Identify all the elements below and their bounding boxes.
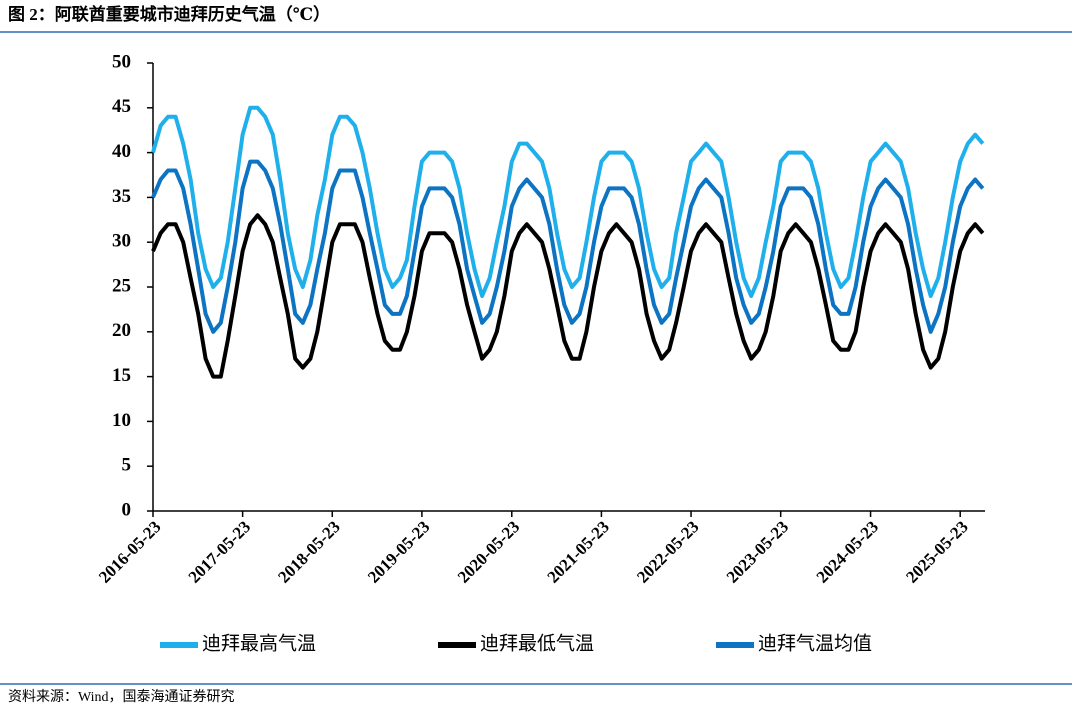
series-line: [151, 213, 985, 379]
x-tick-label: 2023-05-23: [723, 517, 793, 587]
x-tick-label: 2024-05-23: [813, 517, 883, 587]
x-tick-label: 2020-05-23: [454, 517, 524, 587]
x-tick-label: 2021-05-23: [543, 517, 613, 587]
y-tick-label: 25: [112, 275, 131, 296]
legend-label: 迪拜气温均值: [758, 632, 872, 654]
y-tick-label: 40: [112, 141, 131, 162]
y-tick-label: 50: [112, 51, 131, 72]
source-note: 资料来源：Wind，国泰海通证券研究: [8, 689, 235, 705]
y-tick-label: 35: [112, 186, 131, 207]
x-tick-label: 2016-05-23: [95, 517, 165, 587]
x-tick-label: 2019-05-23: [364, 517, 434, 587]
series-line: [151, 105, 985, 298]
y-tick-label: 0: [122, 499, 132, 520]
series-line: [151, 159, 985, 334]
legend-label: 迪拜最低气温: [480, 632, 594, 654]
y-tick-label: 45: [112, 96, 131, 117]
x-tick-label: 2017-05-23: [185, 517, 255, 587]
x-tick-label: 2022-05-23: [633, 517, 703, 587]
chart-title: 图 2：阿联酋重要城市迪拜历史气温（℃）: [8, 4, 330, 24]
y-tick-label: 10: [112, 410, 131, 431]
x-tick-label: 2018-05-23: [274, 517, 344, 587]
legend-label: 迪拜最高气温: [202, 632, 316, 654]
y-tick-label: 15: [112, 365, 131, 386]
y-tick-label: 30: [112, 231, 131, 252]
x-tick-label: 2025-05-23: [902, 517, 972, 587]
y-tick-label: 5: [122, 455, 132, 476]
y-tick-label: 20: [112, 320, 131, 341]
